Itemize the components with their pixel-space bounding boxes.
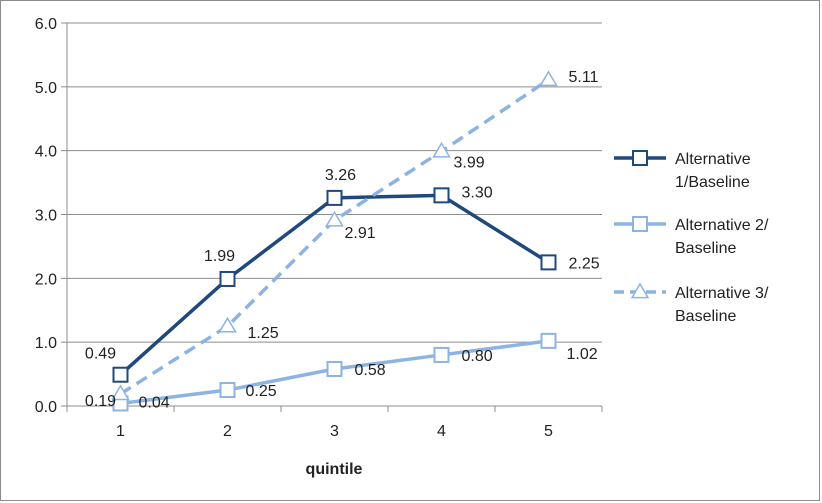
legend-label: 1/Baseline <box>675 174 750 191</box>
data-label: 1.02 <box>567 346 598 363</box>
x-tick-label: 3 <box>330 423 339 440</box>
data-point-marker <box>432 141 451 158</box>
data-point-marker <box>539 70 558 87</box>
data-label: 0.25 <box>246 383 277 400</box>
legend-label: Baseline <box>675 240 736 257</box>
axes: 0.0 1.0 2.0 3.0 4.0 5.0 6.0 1 2 3 4 5 <box>35 16 603 440</box>
data-label: 3.99 <box>454 154 485 171</box>
legend-marker <box>630 282 650 299</box>
data-point-marker <box>540 332 557 349</box>
data-point-marker <box>540 254 557 271</box>
data-point-marker <box>218 316 237 333</box>
y-tick-label: 1.0 <box>35 335 57 352</box>
legend-label: Alternative 3/ <box>675 285 769 302</box>
legend-label: Alternative 2/ <box>675 217 769 234</box>
data-point-marker <box>326 360 343 377</box>
data-label: 1.25 <box>248 325 279 342</box>
x-tick-label: 4 <box>437 423 446 440</box>
data-label: 0.58 <box>355 362 386 379</box>
data-label: 0.04 <box>139 394 170 411</box>
series-lines <box>111 70 558 412</box>
data-point-marker <box>433 187 450 204</box>
data-point-marker <box>219 382 236 399</box>
legend-marker <box>632 150 648 166</box>
x-tick-label: 2 <box>223 423 232 440</box>
y-tick-label: 0.0 <box>35 399 57 416</box>
data-label: 3.26 <box>325 167 356 184</box>
x-axis-title: quintile <box>306 461 363 478</box>
legend-label: Baseline <box>675 308 736 325</box>
x-tick-label: 5 <box>544 423 553 440</box>
legend-marker <box>632 216 648 232</box>
x-tick-label: 1 <box>116 423 125 440</box>
data-label: 2.91 <box>345 225 376 242</box>
data-label: 0.19 <box>85 393 116 410</box>
data-label: 1.99 <box>204 248 235 265</box>
data-label: 5.11 <box>569 69 599 86</box>
data-label: 3.30 <box>462 184 493 201</box>
legend-label: Alternative <box>675 151 751 168</box>
data-label: 0.49 <box>85 346 116 363</box>
y-tick-label: 3.0 <box>35 208 57 225</box>
y-tick-label: 6.0 <box>35 16 57 33</box>
data-point-marker <box>112 366 129 383</box>
data-labels: 0.49 1.99 3.26 3.30 2.25 0.04 0.25 0.58 0.80 1.02… <box>85 69 600 412</box>
y-tick-label: 5.0 <box>35 80 57 97</box>
y-tick-label: 2.0 <box>35 271 57 288</box>
data-point-marker <box>326 189 343 206</box>
series-line-3 <box>119 78 550 396</box>
data-point-marker <box>325 210 344 227</box>
data-point-marker <box>433 346 450 363</box>
y-tick-label: 4.0 <box>35 144 57 161</box>
data-label: 0.80 <box>462 348 493 365</box>
data-label: 2.25 <box>569 255 600 272</box>
data-point-marker <box>219 270 236 287</box>
legend: Alternative 1/Baseline Alternative 2/Basel… <box>614 150 769 325</box>
data-point-marker <box>111 384 130 401</box>
